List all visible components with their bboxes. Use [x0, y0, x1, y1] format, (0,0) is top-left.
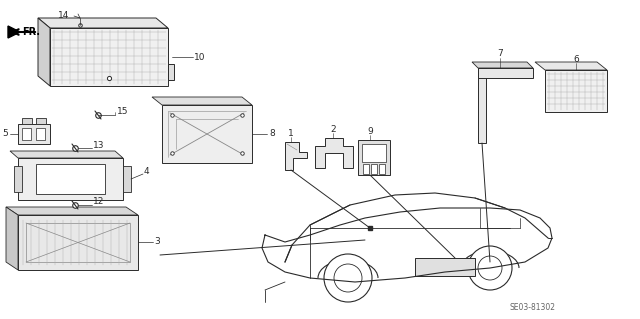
Text: 8: 8 — [269, 130, 275, 138]
Text: 13: 13 — [93, 140, 104, 150]
Bar — [22, 118, 32, 124]
Text: 3: 3 — [154, 238, 160, 247]
Bar — [18, 158, 123, 200]
Polygon shape — [38, 18, 168, 28]
Polygon shape — [8, 26, 20, 38]
Polygon shape — [472, 62, 533, 68]
Polygon shape — [315, 138, 353, 168]
Text: 5: 5 — [2, 130, 8, 138]
Text: FR.: FR. — [22, 27, 40, 37]
Circle shape — [324, 254, 372, 302]
Bar — [415, 258, 475, 276]
Bar — [36, 128, 45, 140]
Bar — [363, 164, 369, 174]
Bar — [362, 144, 386, 162]
Bar — [123, 166, 131, 192]
Bar — [36, 164, 105, 194]
Text: 4: 4 — [144, 167, 150, 176]
Polygon shape — [285, 142, 307, 170]
Circle shape — [334, 264, 362, 292]
Bar — [358, 140, 390, 175]
Polygon shape — [6, 207, 18, 270]
Bar — [18, 124, 50, 144]
Bar — [50, 28, 168, 86]
Bar — [18, 215, 138, 270]
Text: 7: 7 — [497, 49, 503, 58]
Text: 9: 9 — [367, 128, 373, 137]
Bar — [22, 128, 31, 140]
Bar — [162, 105, 252, 163]
Text: 2: 2 — [330, 125, 336, 135]
Polygon shape — [535, 62, 607, 70]
Bar — [371, 164, 377, 174]
Bar — [168, 64, 174, 80]
Bar — [36, 118, 46, 124]
Text: 1: 1 — [288, 130, 294, 138]
Polygon shape — [10, 151, 123, 158]
Text: 6: 6 — [573, 56, 579, 64]
Text: SE03-81302: SE03-81302 — [510, 303, 556, 313]
Bar — [26, 223, 130, 262]
Bar — [14, 166, 22, 192]
Bar — [379, 164, 385, 174]
Circle shape — [478, 256, 502, 280]
Text: 12: 12 — [93, 197, 104, 206]
Bar — [545, 70, 607, 112]
Polygon shape — [6, 207, 138, 215]
Circle shape — [468, 246, 512, 290]
Bar — [478, 68, 486, 143]
Bar — [478, 68, 533, 78]
Text: 14: 14 — [58, 11, 69, 20]
Polygon shape — [152, 97, 252, 105]
Polygon shape — [38, 18, 50, 86]
Text: 10: 10 — [194, 53, 205, 62]
Text: 15: 15 — [117, 108, 129, 116]
